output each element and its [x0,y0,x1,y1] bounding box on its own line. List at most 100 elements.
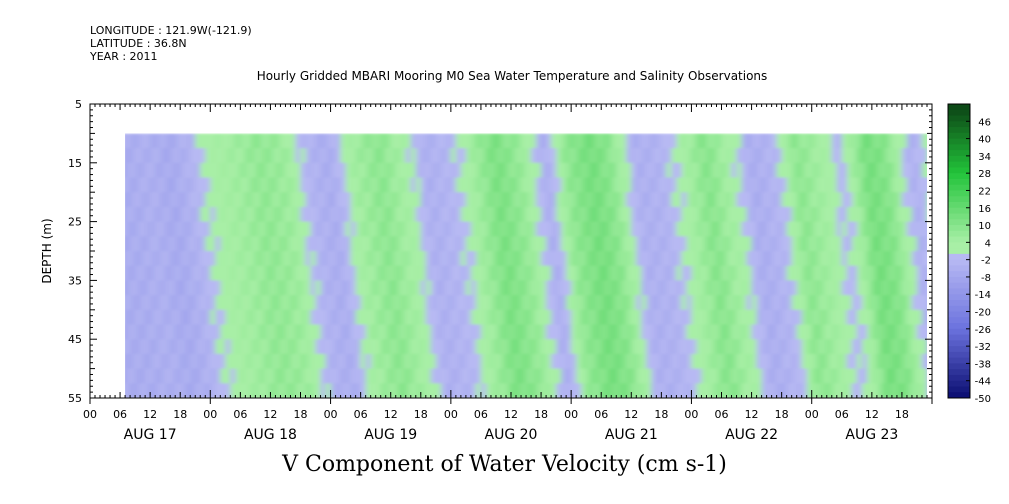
heatmap-cell [611,133,617,149]
heatmap-cell [636,339,642,355]
heatmap-cell [836,192,843,208]
heatmap-cell [290,162,297,179]
heatmap-cell [310,206,317,223]
heatmap-cell [415,324,422,340]
heatmap-cell [380,177,387,193]
heatmap-cell [932,148,938,163]
heatmap-cell [541,339,547,355]
heatmap-cell [270,280,277,296]
heatmap-cell [360,309,367,326]
heatmap-cell [756,148,763,164]
heatmap-cell [330,221,337,237]
heatmap-cell [551,368,557,384]
heatmap-cell [516,177,522,193]
heatmap-cell [841,309,848,326]
heatmap-cell [405,383,412,398]
heatmap-cell [150,162,156,179]
heatmap-cell [576,353,582,370]
heatmap-cell [891,324,898,340]
heatmap-cell [766,133,773,149]
heatmap-cell [546,339,552,355]
heatmap-cell [741,383,748,398]
heatmap-cell [230,295,236,311]
heatmap-cell [235,309,241,326]
heatmap-cell [300,206,307,223]
heatmap-cell [330,295,337,311]
heatmap-cell [756,309,763,326]
heatmap-cell [400,324,407,340]
colorbar-swatch [948,392,970,399]
heatmap-cell [736,280,743,296]
heatmap-cell [521,383,527,398]
heatmap-cell [701,148,708,164]
heatmap-cell [190,148,196,164]
heatmap-cell [245,353,251,370]
heatmap-cell [746,221,753,237]
heatmap-cell [315,309,322,326]
colorbar-swatch [948,374,970,382]
heatmap-cell [205,221,211,237]
heatmap-cell [726,339,733,355]
heatmap-cell [781,368,788,384]
heatmap-cell [200,353,206,370]
heatmap-cell [836,324,843,340]
heatmap-cell [200,251,206,267]
heatmap-cell [395,133,402,149]
heatmap-cell [641,353,647,370]
heatmap-cell [821,177,828,193]
heatmap-cell [591,236,597,252]
heatmap-cell [671,383,677,398]
heatmap-cell [395,309,402,326]
heatmap-cell [556,251,562,267]
heatmap-cell [511,192,517,208]
heatmap-cell [666,368,672,384]
heatmap-cell [360,206,367,223]
heatmap-cell [691,265,698,281]
heatmap-cell [526,177,532,193]
heatmap-cell [656,148,662,164]
x-hour-label: 18 [654,408,668,421]
heatmap-cell [876,368,883,384]
heatmap-cell [235,295,241,311]
heatmap-cell [305,177,312,193]
heatmap-cell [290,339,297,355]
heatmap-cell [726,280,733,296]
heatmap-cell [871,162,878,179]
heatmap-cell [165,265,171,281]
x-hour-label: 00 [805,408,819,421]
colorbar-swatch [948,248,970,255]
heatmap-cell [305,162,312,179]
heatmap-cell [430,162,437,179]
heatmap-cell [440,148,447,164]
heatmap-cell [460,368,467,384]
heatmap-cell [385,383,392,398]
heatmap-cell [200,192,206,208]
heatmap-cell [696,251,703,267]
heatmap-cell [626,265,632,281]
heatmap-cell [215,309,221,326]
heatmap-cell [155,324,161,340]
heatmap-cell [601,309,607,326]
heatmap-cell [270,236,277,252]
heatmap-cell [926,251,927,267]
heatmap-cell [671,309,677,326]
heatmap-cell [165,133,171,149]
heatmap-cell [636,206,642,223]
heatmap-cell [135,236,141,252]
heatmap-cell [250,221,256,237]
heatmap-cell [841,280,848,296]
heatmap-cell [901,295,908,311]
x-hour-label: 06 [354,408,368,421]
heatmap-cell [210,251,216,267]
heatmap-cell [516,162,522,179]
heatmap-cell [465,162,472,179]
heatmap-cell [485,383,492,398]
heatmap-cell [260,265,267,281]
heatmap-cell [596,192,602,208]
heatmap-cell [586,133,592,149]
heatmap-cell [335,383,342,398]
heatmap-cell [200,162,206,179]
heatmap-cell [180,148,186,164]
heatmap-cell [866,192,873,208]
heatmap-cell [280,265,287,281]
